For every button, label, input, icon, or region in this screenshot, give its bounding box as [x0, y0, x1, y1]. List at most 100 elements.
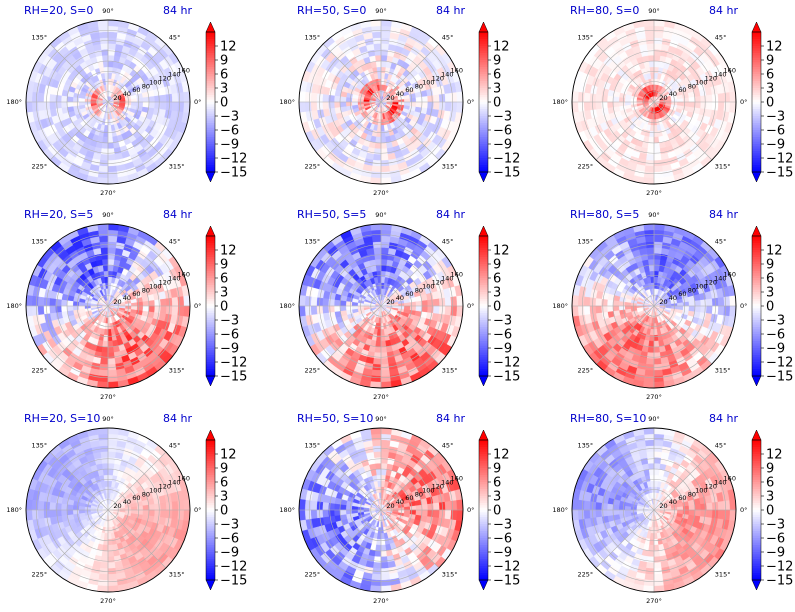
- colorbar-tick-label: −3: [766, 110, 785, 125]
- field-cell: [606, 305, 614, 313]
- polar-frame: [298, 19, 464, 185]
- field-cell: [310, 92, 318, 103]
- field-cell: [101, 346, 109, 354]
- angular-tick-label: 135°: [578, 238, 594, 246]
- panel-time-label: 84 hr: [436, 208, 465, 221]
- field-cell: [26, 91, 33, 103]
- field-cell: [49, 94, 56, 103]
- colorbar-tick-label: −12: [493, 152, 520, 167]
- field-cell: [653, 171, 665, 179]
- angular-tick-label: 270°: [373, 189, 389, 197]
- field-cell: [729, 295, 736, 307]
- colorbar-segment: [206, 95, 215, 98]
- colorbar-segment: [479, 34, 488, 38]
- colorbar-extend-min: [478, 375, 489, 387]
- field-cell: [171, 305, 179, 316]
- field-cell: [374, 54, 382, 62]
- radial-tick-label: 140: [168, 71, 180, 79]
- angular-tick-label: 315°: [169, 366, 185, 374]
- colorbar-segment: [206, 118, 215, 122]
- field-cell: [37, 92, 45, 103]
- colorbar-tick-label: −9: [493, 342, 512, 357]
- colorbar-segment: [479, 57, 488, 61]
- field-cell: [427, 94, 434, 103]
- field-cell: [653, 177, 665, 184]
- radial-tick-label: 160: [178, 271, 190, 279]
- polar-panel-1: 20 40 60 80 1001201401600°45°90°135°180°225°…: [6, 4, 247, 197]
- angular-tick-label: 315°: [715, 366, 731, 374]
- colorbar-segment: [479, 78, 488, 82]
- colorbar-segment: [479, 132, 488, 136]
- field-cell: [647, 142, 655, 150]
- field-cell: [647, 54, 655, 62]
- angular-tick-label: 315°: [169, 162, 185, 170]
- colorbar-segment: [479, 148, 488, 152]
- field-cell: [644, 165, 655, 173]
- colorbar-tick-label: −15: [220, 166, 247, 181]
- field-cell: [339, 300, 347, 307]
- field-cell: [322, 94, 329, 103]
- colorbar-tick-label: 6: [493, 272, 501, 287]
- colorbar-segment: [479, 144, 488, 147]
- field-cell: [100, 253, 109, 260]
- field-cell: [376, 130, 382, 138]
- colorbar-segment: [479, 160, 488, 164]
- field-cell: [374, 346, 382, 354]
- field-cell: [107, 235, 118, 243]
- field-cell: [380, 381, 392, 388]
- field-cell: [427, 298, 434, 307]
- colorbar-segment: [479, 123, 488, 126]
- panel-title: RH=80, S=0: [570, 4, 639, 17]
- colorbar-segment: [479, 88, 488, 91]
- colorbar-segment: [206, 127, 215, 131]
- field-cell: [183, 295, 190, 307]
- field-cell: [677, 305, 684, 311]
- field-cell: [612, 96, 620, 103]
- colorbar-segment: [479, 137, 488, 140]
- grid-spoke: [380, 101, 440, 161]
- field-cell: [612, 300, 620, 307]
- angular-tick-label: 225°: [305, 366, 321, 374]
- field-cell: [55, 101, 62, 110]
- field-cell: [606, 299, 614, 307]
- field-cell: [370, 381, 382, 388]
- grid-spoke: [322, 43, 382, 103]
- field-cell: [601, 305, 608, 314]
- colorbar-segment: [479, 36, 488, 40]
- polar-panel-2: 20 40 60 80 1001201401600°45°90°135°180°225°…: [279, 4, 520, 197]
- field-cell: [450, 91, 458, 103]
- field-cell: [572, 295, 579, 307]
- colorbar-extend-min: [478, 171, 489, 183]
- colorbar-tick-label: 12: [493, 244, 510, 259]
- field-cell: [653, 369, 664, 377]
- field-cell: [380, 229, 392, 237]
- field-cell: [409, 101, 417, 107]
- radial-tick-label: 80: [415, 82, 423, 90]
- field-cell: [646, 49, 655, 56]
- colorbar-tick-label: 12: [766, 40, 783, 55]
- field-cell: [60, 305, 68, 313]
- colorbar-tick-label: 9: [493, 258, 501, 273]
- colorbar-segment: [206, 158, 215, 161]
- field-cell: [433, 94, 440, 103]
- field-cell: [653, 148, 662, 155]
- field-cell: [26, 101, 33, 113]
- field-cell: [647, 346, 655, 354]
- field-cell: [148, 299, 156, 307]
- field-cell: [160, 305, 167, 314]
- field-cell: [380, 270, 386, 278]
- field-cell: [373, 154, 382, 161]
- field-cell: [682, 305, 690, 311]
- field-cell: [643, 177, 655, 184]
- radial-tick-label: 100: [422, 78, 434, 86]
- field-cell: [380, 375, 392, 383]
- field-cell: [606, 101, 614, 109]
- field-cell: [370, 177, 382, 184]
- colorbar-segment: [479, 41, 488, 45]
- field-cell: [653, 270, 659, 278]
- field-cell: [583, 92, 591, 103]
- field-cell: [572, 305, 579, 317]
- colorbar-segment: [206, 113, 215, 117]
- field-cell: [427, 305, 434, 314]
